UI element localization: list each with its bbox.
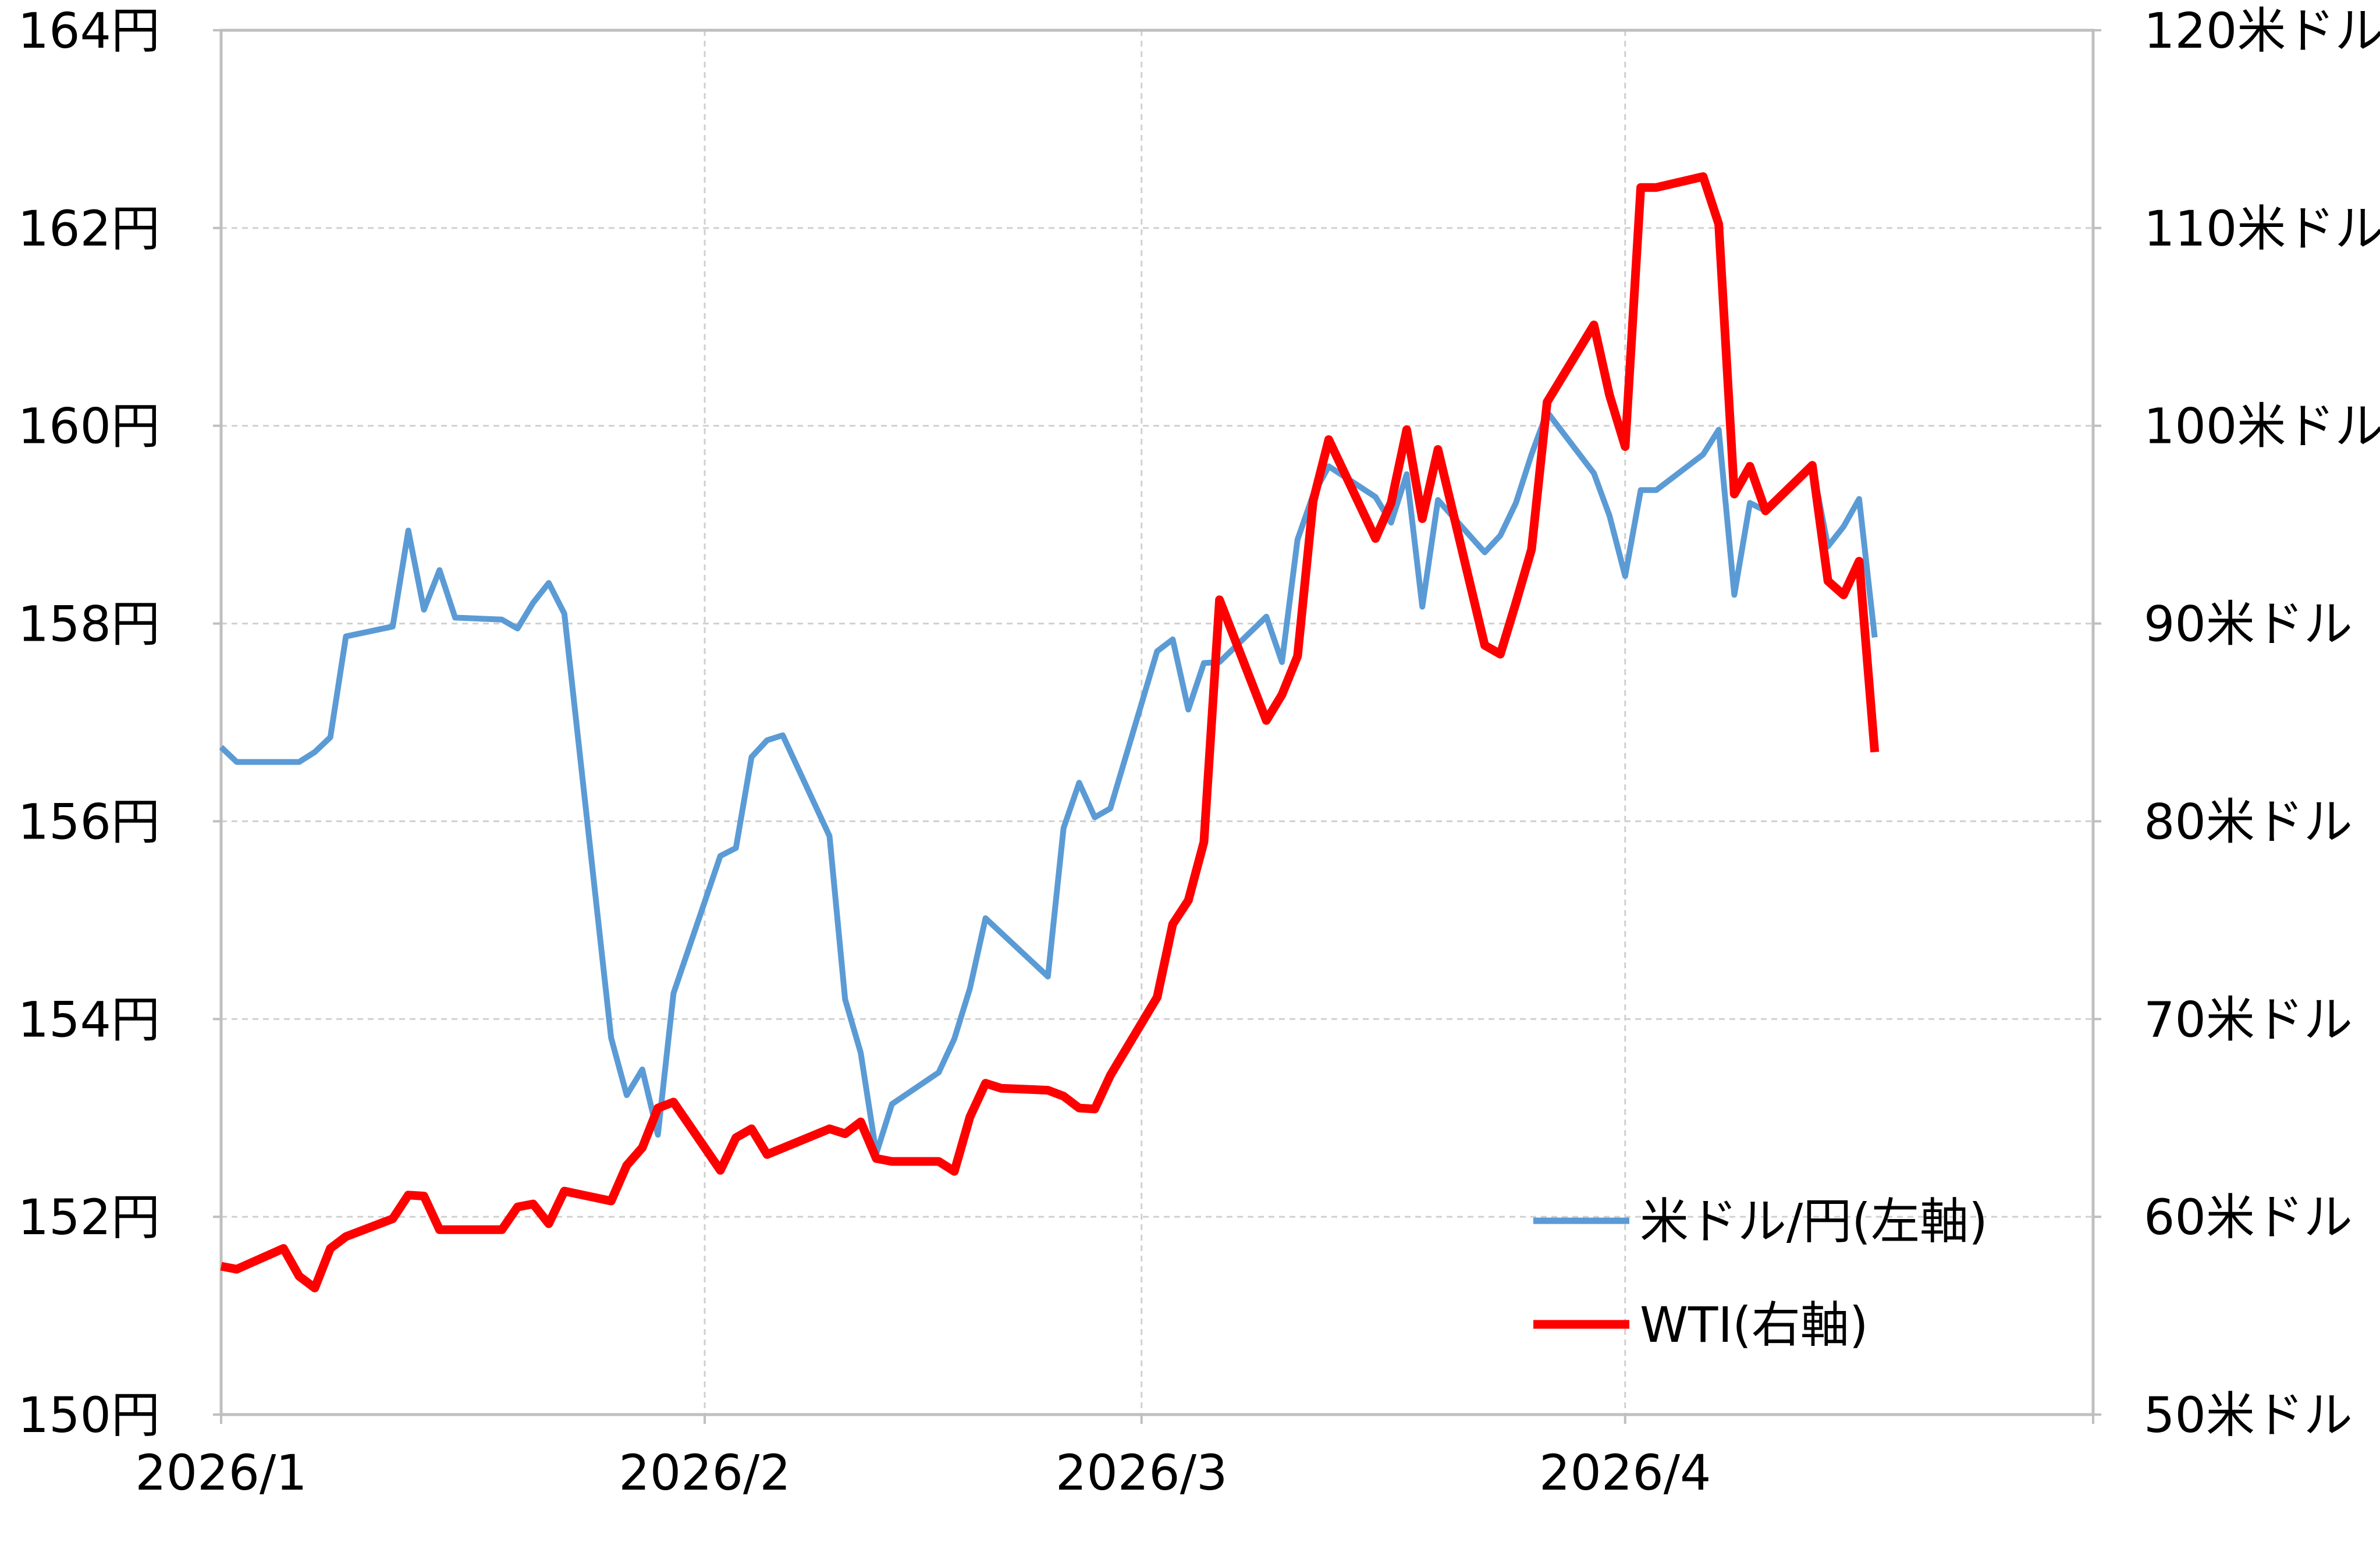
y-left-tick-label: 156円 (18, 793, 160, 850)
legend-label-wti: WTI(右軸) (1640, 1296, 1869, 1353)
y-left-tick-label: 150円 (18, 1387, 160, 1444)
x-tick-label: 2026/3 (1056, 1444, 1228, 1501)
y-right-tick-label: 80米ドル (2144, 793, 2353, 850)
x-tick-label: 2026/4 (1539, 1444, 1711, 1501)
y-right-tick-label: 110米ドル (2144, 200, 2380, 257)
y-left-tick-label: 154円 (18, 991, 160, 1048)
y-right-tick-label: 50米ドル (2144, 1387, 2353, 1444)
axis-ticks: 150円 152円 154円 156円 158円 160円 162円 164円 50米ドル 60米… (18, 2, 2380, 1501)
y-left-tick-label: 152円 (18, 1189, 160, 1246)
series-line-wti (220, 172, 1880, 1292)
grid (221, 30, 2093, 1415)
y-right-tick-label: 100米ドル (2144, 398, 2380, 455)
y-right-tick-label: 60米ドル (2144, 1189, 2353, 1246)
y-left-tick-label: 160円 (18, 398, 160, 455)
plot-border (219, 29, 2095, 1416)
y-left-tick-label: 162円 (18, 200, 160, 257)
y-left-tick-label: 158円 (18, 596, 160, 653)
x-tick-label: 2026/2 (619, 1444, 791, 1501)
y-right-tick-label: 90米ドル (2144, 596, 2353, 653)
x-tick-label: 2026/1 (135, 1444, 307, 1501)
y-right-tick-label: 70米ドル (2144, 991, 2353, 1048)
y-left-tick-label: 164円 (18, 2, 160, 59)
series-line-usdjpy (219, 408, 1878, 1157)
legend: 米ドル/円(左軸) WTI(右軸) (1533, 1193, 1988, 1353)
y-right-tick-label: 120米ドル (2144, 2, 2380, 59)
series-lines (219, 172, 1880, 1292)
legend-label-usdjpy: 米ドル/円(左軸) (1640, 1193, 1988, 1250)
